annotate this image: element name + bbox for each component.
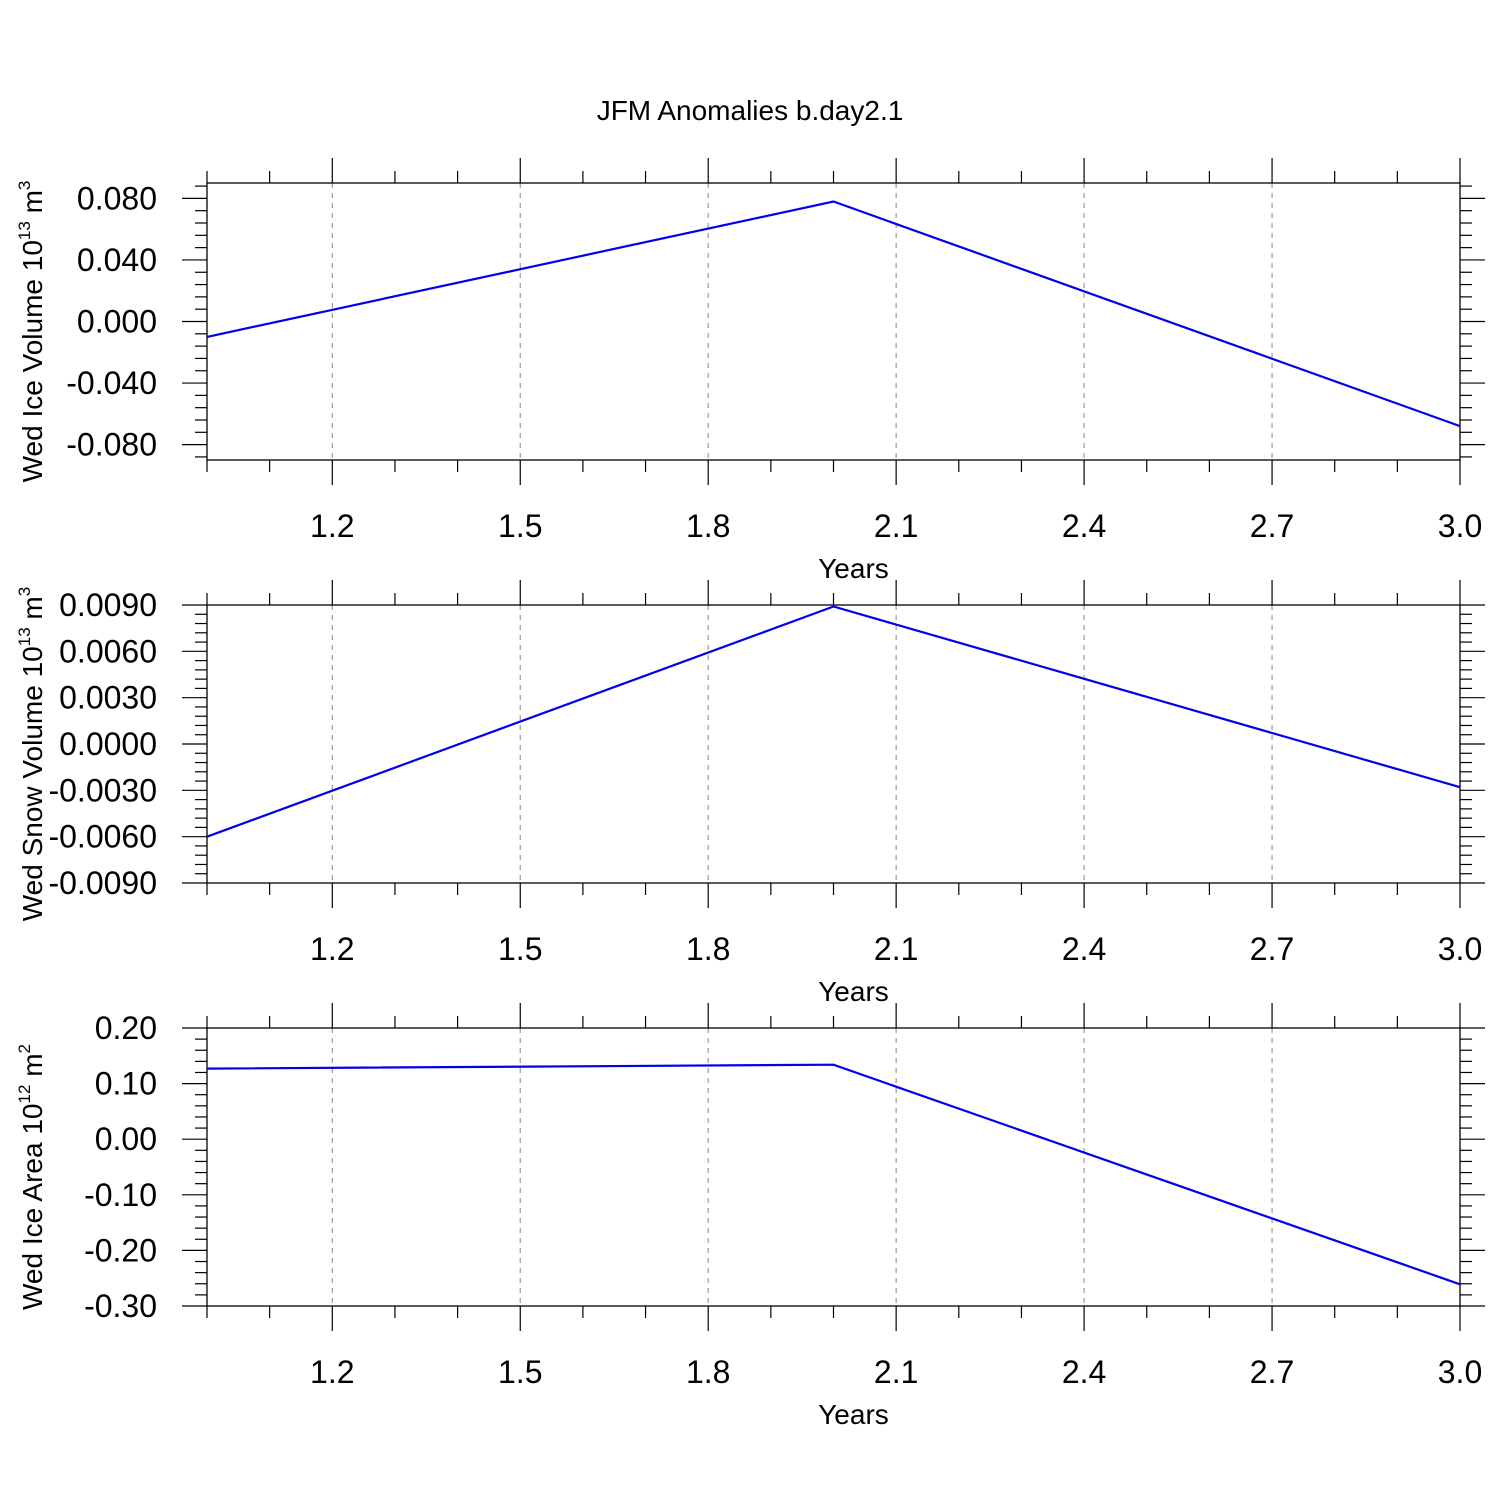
y-tick-label: 0.20: [95, 1010, 157, 1046]
x-tick-label: 2.7: [1250, 1354, 1294, 1390]
y-tick-label: 0.0030: [59, 680, 157, 716]
x-tick-label: 1.2: [310, 931, 354, 967]
y-tick-label: -0.040: [66, 365, 157, 401]
series-line: [206, 605, 1461, 838]
x-tick-label: 2.1: [874, 508, 918, 544]
y-tick-label: 0.0090: [59, 587, 157, 623]
y-tick-label: -0.0060: [48, 819, 157, 855]
y-axis-label: Wed Ice Volume 1013 m3: [15, 181, 48, 483]
x-axis-label: Years: [818, 553, 889, 584]
y-tick-label: -0.080: [66, 427, 157, 463]
x-tick-label: 1.8: [686, 1354, 730, 1390]
x-axis-label: Years: [818, 1399, 889, 1430]
panels: 1.2 1.5 1.8 2.1 2.4 2.7 3.0 0.080 0.040 0.000 -0.0…: [15, 158, 1485, 1430]
series-line: [206, 1063, 1461, 1286]
x-tick-label: 1.2: [310, 1354, 354, 1390]
y-tick-label: 0.0000: [59, 726, 157, 762]
y-tick-label: 0.040: [77, 242, 157, 278]
chart-title: JFM Anomalies b.day2.1: [597, 95, 904, 126]
x-tick-label: 2.1: [874, 1354, 918, 1390]
x-tick-label: 2.4: [1062, 1354, 1106, 1390]
panel-1: 1.2 1.5 1.8 2.1 2.4 2.7 3.0 0.080 0.040 0.000 -0.0…: [15, 158, 1485, 584]
y-tick-label: 0.080: [77, 180, 157, 216]
panel-2: 1.2 1.5 1.8 2.1 2.4 2.7 3.0 0.0090 0.0060 0.0030 0…: [15, 580, 1485, 1007]
x-tick-label: 2.4: [1062, 931, 1106, 967]
y-axis-label: Wed Ice Area 1012 m2: [15, 1044, 48, 1310]
x-tick-label: 3.0: [1438, 1354, 1482, 1390]
y-tick-label: -0.10: [84, 1177, 157, 1213]
y-tick-label: 0.00: [95, 1121, 157, 1157]
panel-3: 1.2 1.5 1.8 2.1 2.4 2.7 3.0 0.20 0.10 0.00 -0.10 -0…: [15, 1003, 1485, 1430]
x-tick-label: 1.5: [498, 1354, 542, 1390]
x-tick-label: 3.0: [1438, 508, 1482, 544]
y-axis-label: Wed Snow Volume 1013 m3: [15, 587, 48, 921]
x-tick-label: 1.5: [498, 931, 542, 967]
x-tick-label: 2.7: [1250, 508, 1294, 544]
y-tick-label: -0.30: [84, 1288, 157, 1324]
series-line: [206, 200, 1461, 428]
y-tick-label: -0.0030: [48, 772, 157, 808]
x-tick-label: 1.8: [686, 931, 730, 967]
y-tick-label: -0.20: [84, 1232, 157, 1268]
x-tick-label: 2.1: [874, 931, 918, 967]
x-tick-label: 1.5: [498, 508, 542, 544]
x-tick-label: 1.2: [310, 508, 354, 544]
x-tick-label: 2.7: [1250, 931, 1294, 967]
y-tick-label: -0.0090: [48, 865, 157, 901]
y-tick-label: 0.000: [77, 304, 157, 340]
x-tick-label: 1.8: [686, 508, 730, 544]
x-tick-label: 2.4: [1062, 508, 1106, 544]
y-tick-label: 0.10: [95, 1066, 157, 1102]
x-tick-label: 3.0: [1438, 931, 1482, 967]
y-tick-label: 0.0060: [59, 633, 157, 669]
x-axis-label: Years: [818, 976, 889, 1007]
